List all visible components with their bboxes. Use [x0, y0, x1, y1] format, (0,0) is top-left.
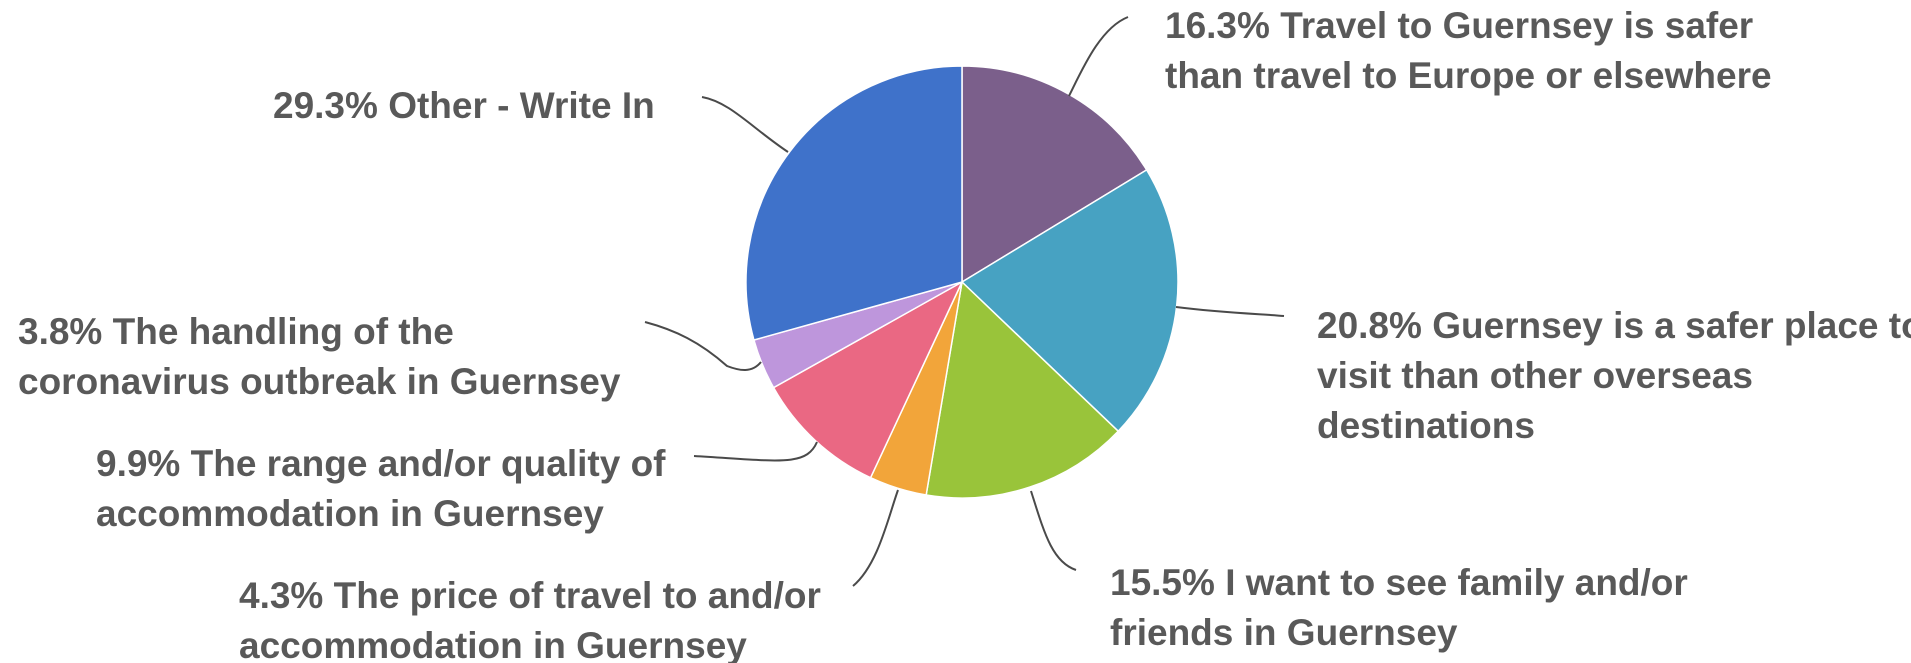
- pie-slice-0: [961, 65, 1148, 284]
- slice-label-3-line-0: 4.3% The price of travel to and/or: [239, 575, 821, 616]
- slice-label-5: 3.8% The handling of the coronavirus outb…: [18, 311, 621, 402]
- pie-slice-1: [960, 168, 1179, 433]
- leader-lines: [644, 16, 1285, 587]
- pie-slices: [745, 65, 1179, 499]
- leader-line-0: [1068, 16, 1129, 97]
- leader-line-6: [701, 96, 789, 153]
- pie-slice-2: [925, 280, 1120, 499]
- pie-slice-4: [772, 280, 964, 479]
- slice-label-0: 16.3% Travel to Guernsey is safer than tr…: [1165, 5, 1772, 96]
- slice-label-2: 15.5% I want to see family and/or friends…: [1110, 562, 1688, 653]
- slice-label-5-line-0: 3.8% The handling of the: [18, 311, 454, 352]
- slice-label-1-line-2: destinations: [1317, 405, 1535, 446]
- slice-label-2-line-0: 15.5% I want to see family and/or: [1110, 562, 1688, 603]
- slice-label-6: 29.3% Other - Write In: [273, 85, 655, 126]
- slice-label-1: 20.8% Guernsey is a safer place to visit …: [1317, 305, 1911, 446]
- slice-label-1-line-0: 20.8% Guernsey is a safer place to: [1317, 305, 1911, 346]
- leader-line-4: [693, 441, 818, 462]
- leader-line-1: [1175, 306, 1285, 317]
- leader-line-2: [1030, 490, 1077, 571]
- pie-slice-6: [745, 65, 963, 341]
- slice-label-4: 9.9% The range and/or quality of accommod…: [96, 443, 666, 534]
- slice-label-0-line-1: than travel to Europe or elsewhere: [1165, 55, 1772, 96]
- slice-label-3-line-1: accommodation in Guernsey: [239, 625, 747, 663]
- slice-label-0-line-0: 16.3% Travel to Guernsey is safer: [1165, 5, 1753, 46]
- slice-label-3: 4.3% The price of travel to and/or accomm…: [239, 575, 821, 663]
- slice-label-4-line-1: accommodation in Guernsey: [96, 493, 604, 534]
- slice-label-4-line-0: 9.9% The range and/or quality of: [96, 443, 666, 484]
- slice-labels: 16.3% Travel to Guernsey is safer than tr…: [18, 5, 1911, 663]
- slice-label-1-line-1: visit than other overseas: [1317, 355, 1753, 396]
- slice-label-2-line-1: friends in Guernsey: [1110, 612, 1458, 653]
- leader-line-5: [644, 321, 762, 371]
- slice-label-6-line-0: 29.3% Other - Write In: [273, 85, 655, 126]
- leader-line-3: [852, 489, 899, 587]
- slice-label-5-line-1: coronavirus outbreak in Guernsey: [18, 361, 621, 402]
